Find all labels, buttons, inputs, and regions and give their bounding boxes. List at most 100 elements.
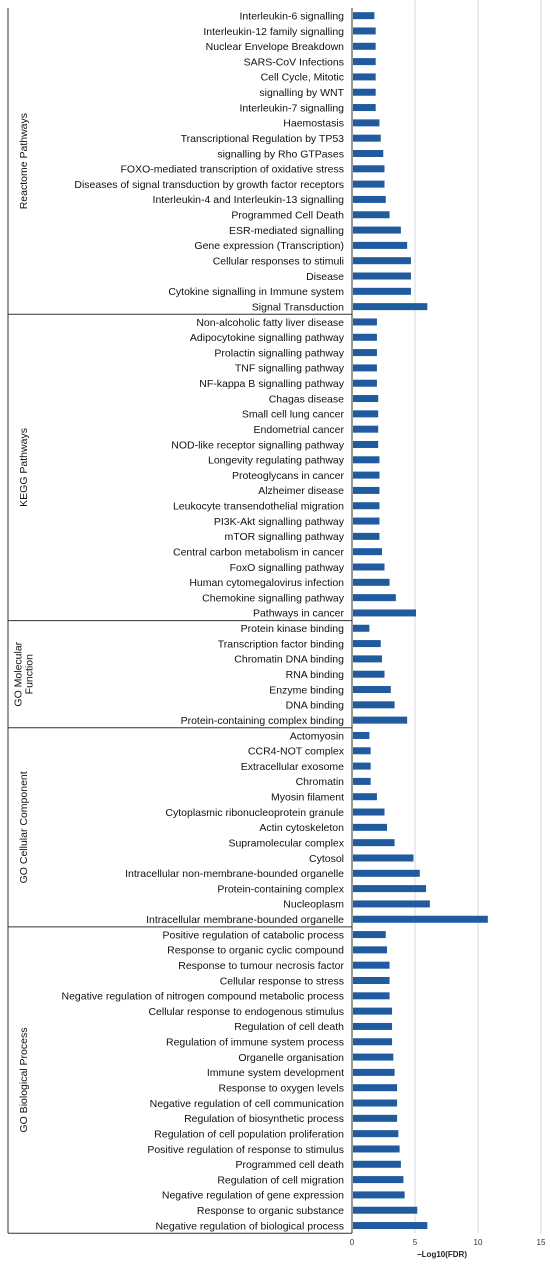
group-label: GO Molecular	[13, 641, 25, 706]
category-label: Cytokine signalling in Immune system	[168, 286, 344, 298]
category-label: Actin cytoskeleton	[259, 822, 344, 834]
category-label: Pathways in cancer	[253, 608, 345, 620]
category-label: Programmed cell death	[235, 1159, 344, 1171]
bar	[353, 58, 376, 66]
category-label: Negative regulation of cell communicatio…	[150, 1098, 345, 1110]
category-label: Extracellular exosome	[241, 761, 344, 773]
category-label: ESR-mediated signalling	[229, 225, 344, 237]
bar	[353, 471, 380, 479]
bar	[353, 211, 390, 219]
bar	[353, 349, 377, 357]
bar	[353, 548, 382, 556]
category-label: DNA binding	[286, 700, 345, 712]
bar	[353, 1130, 399, 1138]
category-label: Gene expression (Transcription)	[194, 240, 344, 252]
bar	[353, 655, 382, 663]
category-label: Regulation of immune system process	[166, 1037, 344, 1049]
category-label: TNF signalling pathway	[235, 363, 345, 375]
category-label: FOXO-mediated transcription of oxidative…	[120, 164, 344, 176]
bar	[353, 257, 411, 265]
bar	[353, 594, 396, 602]
bar	[353, 793, 377, 801]
bar	[353, 716, 408, 724]
category-label: Negative regulation of nitrogen compound…	[61, 991, 344, 1003]
category-label: Immune system development	[207, 1067, 344, 1079]
bar	[353, 854, 414, 862]
bar	[353, 1206, 418, 1214]
bar	[353, 869, 420, 877]
category-label: signalling by Rho GTPases	[217, 148, 344, 160]
bar	[353, 379, 377, 387]
bar	[353, 318, 377, 326]
category-label: Transcriptional Regulation by TP53	[181, 133, 345, 145]
bar	[353, 134, 381, 142]
category-label: Interleukin-4 and Interleukin-13 signall…	[153, 194, 345, 206]
category-label: Haemostasis	[283, 118, 344, 130]
bar	[353, 27, 376, 35]
bar	[353, 731, 370, 739]
category-label: Cellular response to stress	[220, 975, 344, 987]
bar	[353, 1022, 393, 1030]
bar	[353, 563, 385, 571]
category-label: Endometrial cancer	[254, 424, 345, 436]
bar	[353, 624, 370, 632]
bar	[353, 823, 388, 831]
bar	[353, 165, 385, 173]
category-label: Response to organic cyclic compound	[167, 945, 344, 957]
category-label: PI3K-Akt signalling pathway	[214, 516, 345, 528]
bar	[353, 1160, 401, 1168]
bar	[353, 609, 416, 617]
category-label: Regulation of cell death	[234, 1021, 344, 1033]
bar	[353, 1222, 428, 1230]
bar	[353, 839, 395, 847]
group-label: GO Cellular Component	[18, 771, 30, 883]
bar	[353, 180, 385, 188]
bar	[353, 410, 379, 418]
category-label: Central carbon metabolism in cancer	[173, 546, 344, 558]
category-label: Intracellular membrane-bounded organelle	[146, 914, 344, 926]
category-label: NOD-like receptor signalling pathway	[171, 439, 344, 451]
category-label: Negative regulation of biological proces…	[155, 1220, 344, 1232]
category-label: RNA binding	[286, 669, 345, 681]
category-label: Response to tumour necrosis factor	[178, 960, 344, 972]
bar	[353, 456, 380, 464]
bar	[353, 1145, 400, 1153]
bar	[353, 149, 384, 157]
bar	[353, 364, 377, 372]
bar	[353, 808, 385, 816]
category-label: Enzyme binding	[269, 684, 344, 696]
bar	[353, 977, 390, 985]
bar	[353, 1191, 405, 1199]
category-label: Protein-containing complex	[217, 883, 344, 895]
x-tick-label: 15	[537, 1238, 546, 1247]
category-label: Positive regulation of response to stimu…	[147, 1144, 344, 1156]
group-label: KEGG Pathways	[18, 428, 30, 507]
category-label: Interleukin-7 signalling	[240, 102, 345, 114]
category-label: NF-kappa B signalling pathway	[199, 378, 344, 390]
category-label: Interleukin-12 family signalling	[203, 26, 344, 38]
category-label: mTOR signalling pathway	[225, 531, 345, 543]
category-label: Disease	[306, 271, 344, 283]
category-label: Programmed Cell Death	[231, 210, 344, 222]
category-label: Nuclear Envelope Breakdown	[206, 41, 344, 53]
bar	[353, 532, 380, 540]
bar	[353, 640, 381, 648]
category-label: Non-alcoholic fatty liver disease	[196, 317, 344, 329]
bar	[353, 885, 427, 893]
bar	[353, 104, 376, 112]
category-label: Regulation of cell migration	[217, 1174, 344, 1186]
bar	[353, 900, 430, 908]
bar	[353, 287, 411, 295]
bar	[353, 762, 371, 770]
category-label: Small cell lung cancer	[242, 409, 345, 421]
x-tick-label: 0	[350, 1238, 355, 1247]
bar	[353, 946, 388, 954]
bar	[353, 1038, 393, 1046]
category-label: Intracellular non-membrane-bounded organ…	[125, 868, 344, 880]
bar	[353, 119, 380, 127]
bar	[353, 502, 380, 510]
bar	[353, 303, 428, 311]
category-label: Cell Cycle, Mitotic	[261, 72, 344, 84]
category-label: Nucleoplasm	[283, 899, 344, 911]
category-label: SARS-CoV Infections	[244, 56, 344, 68]
